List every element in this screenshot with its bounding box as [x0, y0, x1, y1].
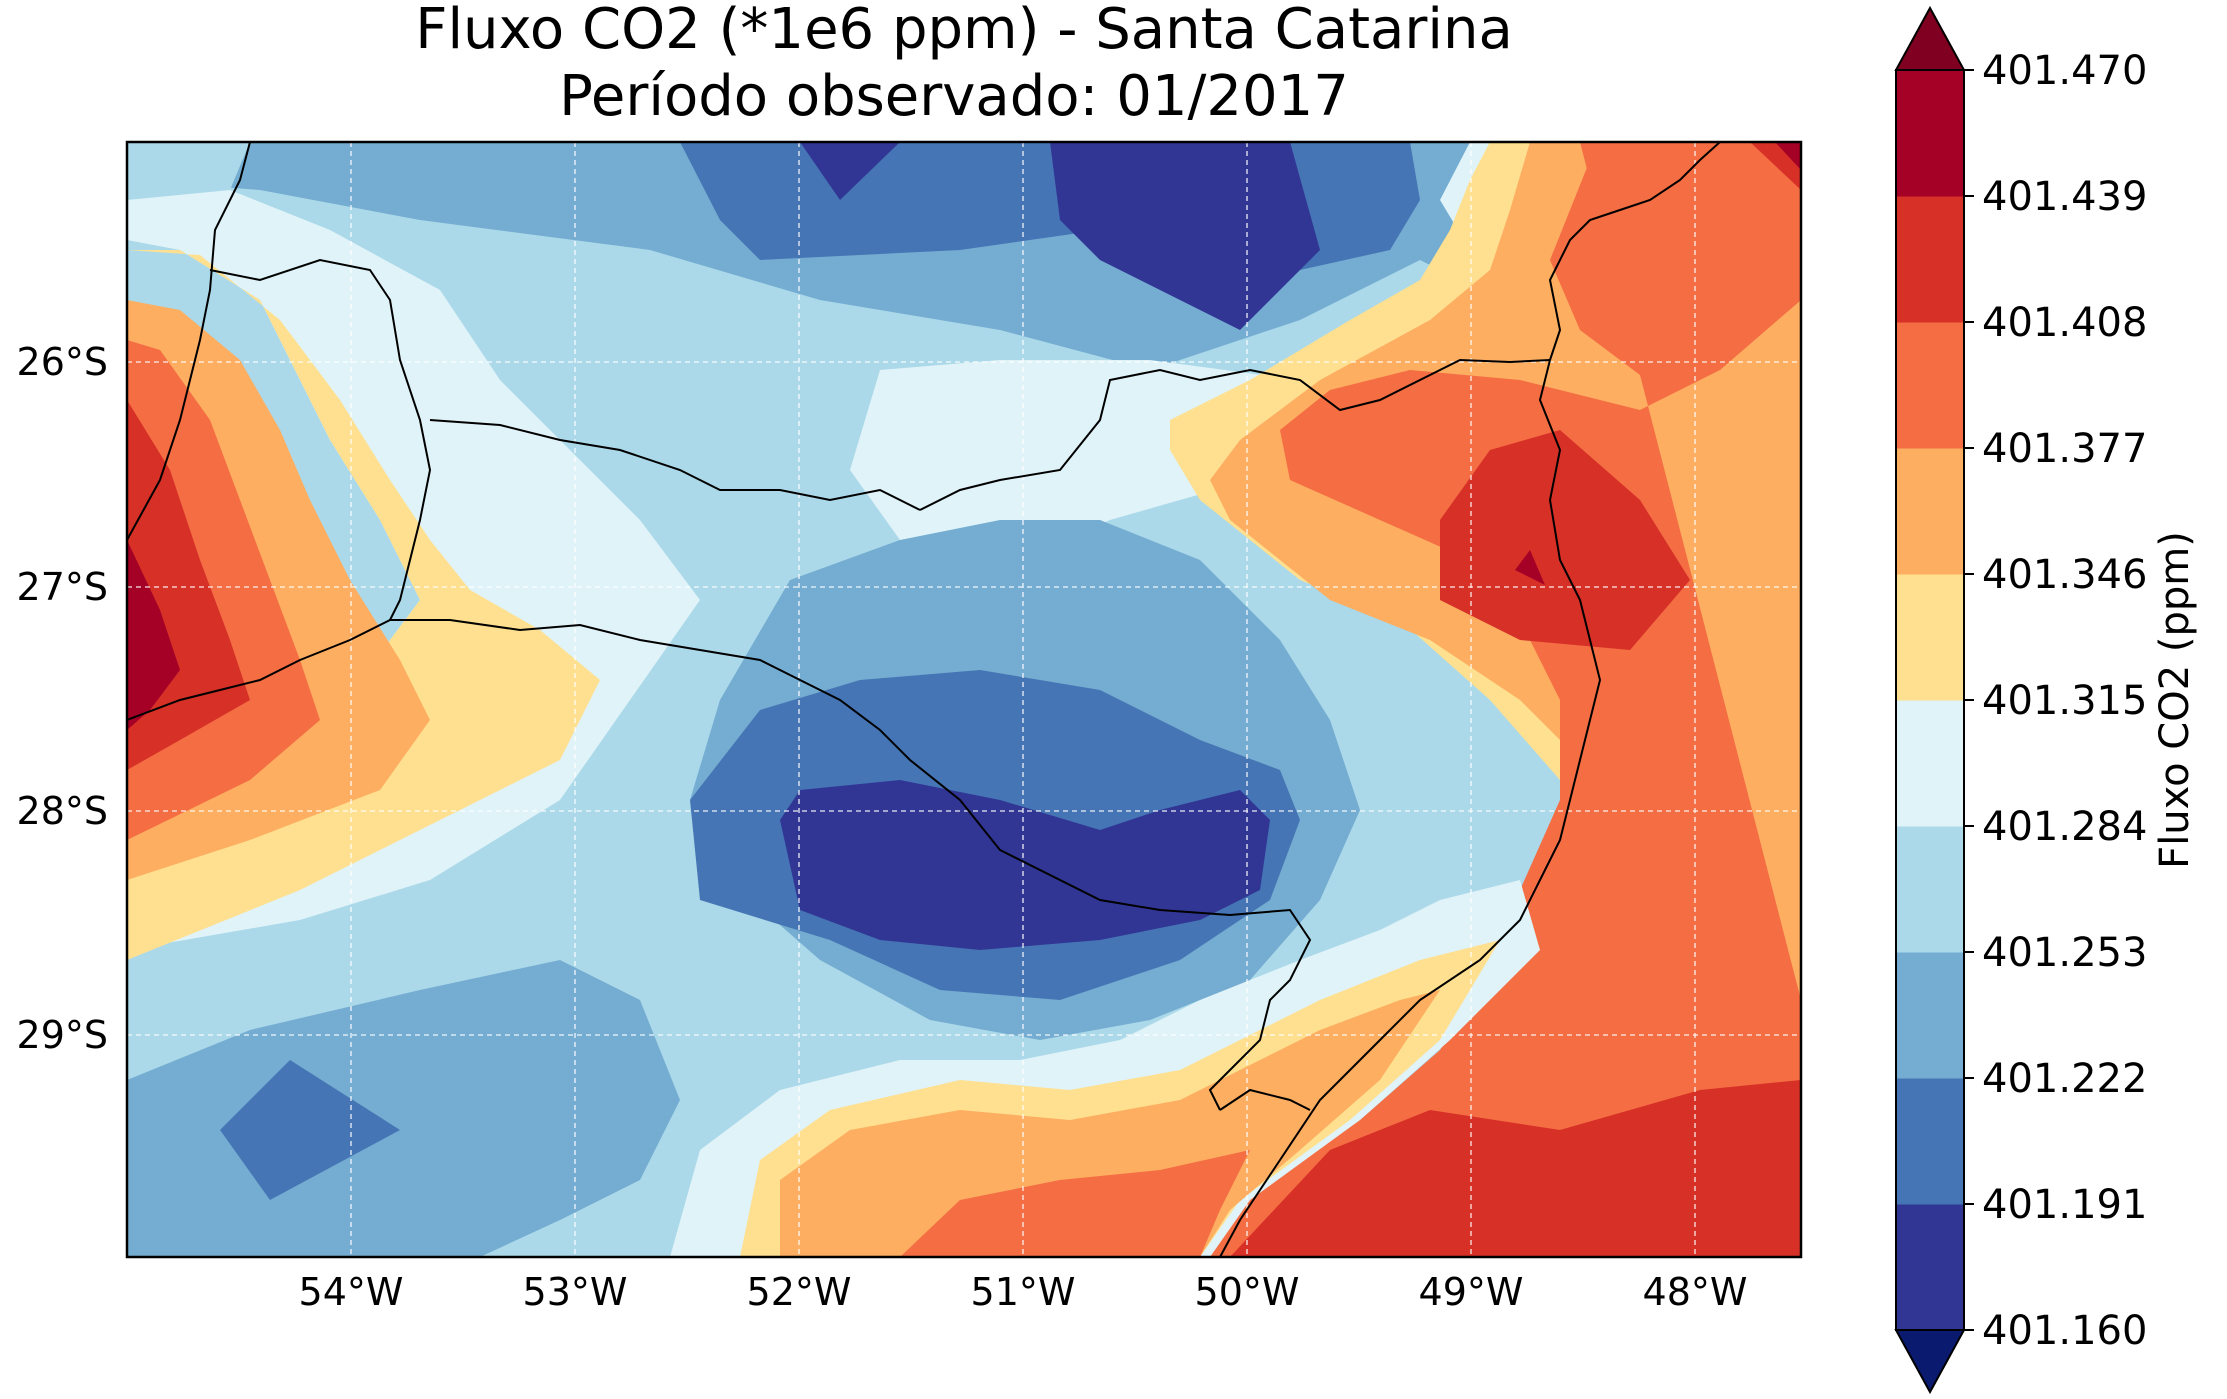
border-line [919, 358, 1551, 511]
colorbar-over-extend [1894, 5, 1966, 71]
coastline [1548, 142, 1721, 361]
title-line-1: Fluxo CO2 (*1e6 ppm) - Santa Catarina [415, 0, 1513, 62]
contour-band [1050, 142, 1320, 330]
colorbar-tick-label: 401.439 [1982, 174, 2147, 220]
colorbar-label: Fluxo CO2 (ppm) [2152, 531, 2198, 869]
lon-tick-label: 50°W [1195, 1270, 1300, 1314]
contour-band [1550, 145, 1801, 390]
colorbar-tick-label: 401.253 [1982, 930, 2147, 976]
lat-tick-label: 29°S [17, 1013, 108, 1057]
colorbar-tick-label: 401.315 [1982, 678, 2147, 724]
colorbar-segment [1896, 952, 1964, 1079]
border-line [429, 419, 921, 511]
colorbar-tick-label: 401.160 [1982, 1308, 2147, 1354]
contour-band [850, 142, 1520, 560]
colorbar-tick-label: 401.346 [1982, 552, 2147, 598]
coastline [1219, 359, 1602, 1257]
lat-tick-label: 26°S [17, 340, 108, 384]
contour-band [220, 1060, 400, 1200]
contour-band [1180, 142, 1801, 1257]
lon-tick-label: 54°W [299, 1270, 404, 1314]
colorbar-segment [1896, 1078, 1964, 1205]
contour-band [780, 990, 1440, 1257]
colorbar-segment [1896, 448, 1964, 575]
lat-tick-labels: 26°S 27°S 28°S 29°S [17, 340, 108, 1057]
lon-tick-label: 48°W [1643, 1270, 1748, 1314]
contour-band [1230, 1080, 1801, 1257]
colorbar-tick-label: 401.191 [1982, 1182, 2147, 1228]
colorbar-tick-label: 401.470 [1982, 48, 2147, 94]
state-borders [127, 142, 1721, 1257]
colorbar-tick-label: 401.284 [1982, 804, 2147, 850]
colorbar-under-extend [1894, 1329, 1966, 1395]
border-line [127, 619, 391, 721]
map-frame [125, 140, 1803, 1259]
contour-band [127, 142, 250, 200]
lon-tick-label: 52°W [747, 1270, 852, 1314]
border-line [209, 258, 432, 621]
colorbar-segment [1896, 196, 1964, 323]
colorbar-tick-label: 401.222 [1982, 1056, 2147, 1102]
lat-tick-label: 27°S [17, 565, 108, 609]
colorbar-segment [1896, 70, 1964, 197]
border-line [1219, 1088, 1311, 1111]
border-line [390, 619, 1312, 1111]
colorbar-tick-label: 401.408 [1982, 300, 2147, 346]
lon-tick-label: 49°W [1419, 1270, 1524, 1314]
colorbar-tick-label: 401.377 [1982, 426, 2147, 472]
contour-band [1515, 550, 1545, 585]
colorbar: 401.160 401.191 401.222 401.253 401.284 401.3… [1894, 5, 2147, 1395]
lon-tick-label: 51°W [971, 1270, 1076, 1314]
lon-tick-labels: 54°W 53°W 52°W 51°W 50°W 49°W 48°W [299, 1270, 1748, 1314]
colorbar-segment [1896, 1204, 1964, 1331]
contour-band [800, 142, 900, 200]
lon-tick-label: 53°W [523, 1270, 628, 1314]
contour-band [1440, 430, 1690, 650]
contour-band [900, 1150, 1250, 1257]
gridlines [127, 142, 1801, 1257]
colorbar-segment [1896, 322, 1964, 449]
lat-tick-label: 28°S [17, 789, 108, 833]
colorbar-segment [1896, 574, 1964, 701]
contour-map [127, 142, 1801, 1257]
colorbar-segment [1896, 826, 1964, 953]
colorbar-segment [1896, 700, 1964, 827]
contour-band [1775, 142, 1801, 170]
title-line-2: Período observado: 01/2017 [559, 64, 1349, 129]
border-line [127, 142, 251, 541]
